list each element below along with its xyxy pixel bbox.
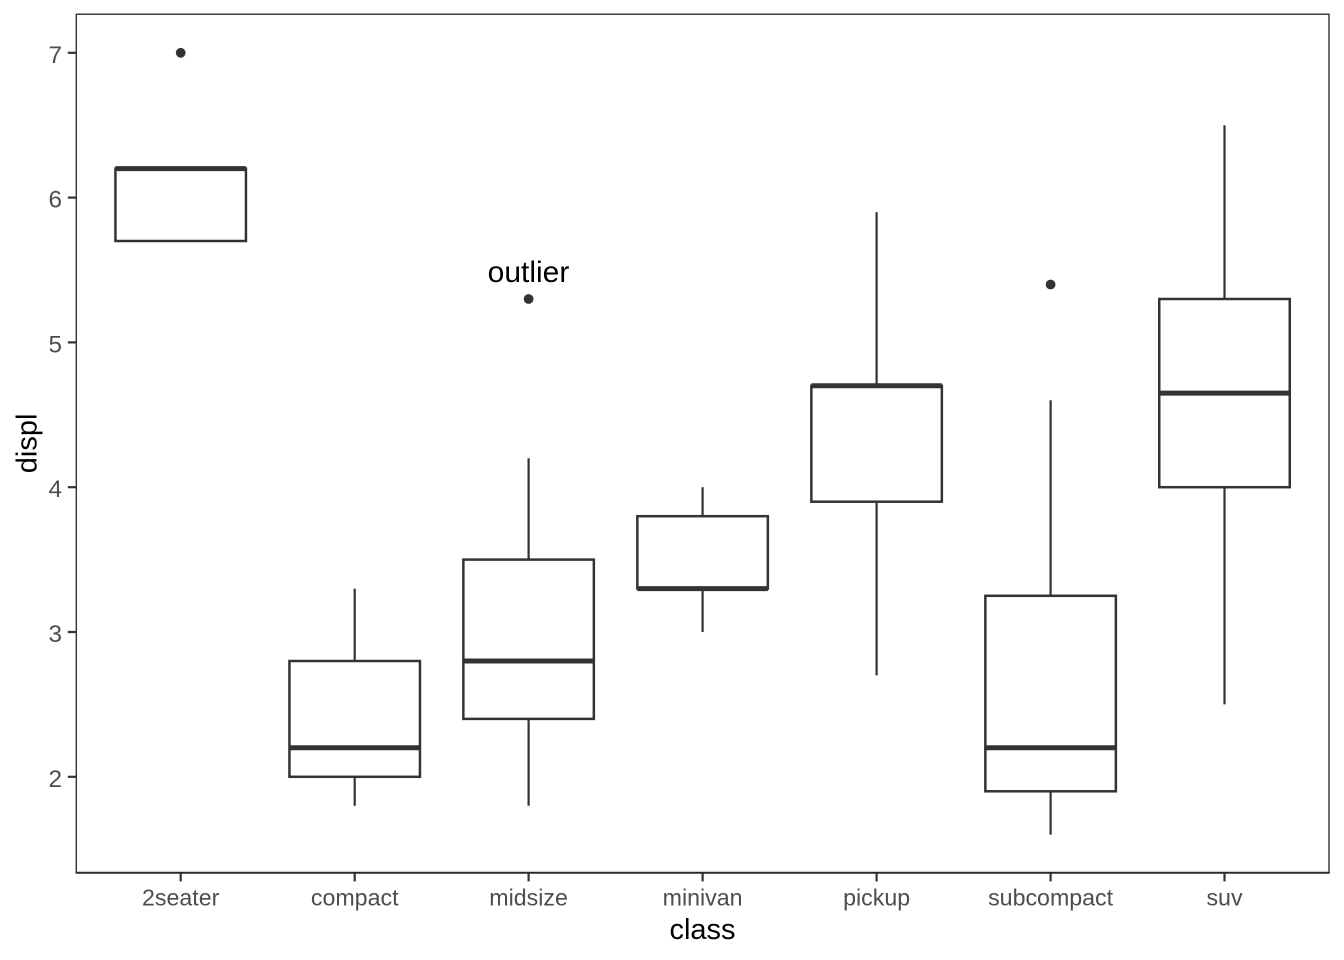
svg-text:minivan: minivan (663, 885, 743, 911)
svg-text:compact: compact (311, 885, 399, 911)
svg-text:3: 3 (48, 621, 62, 648)
svg-text:suv: suv (1206, 885, 1242, 911)
svg-text:2seater: 2seater (142, 885, 220, 911)
svg-text:displ: displ (12, 414, 44, 474)
svg-text:midsize: midsize (489, 885, 568, 911)
svg-text:pickup: pickup (843, 885, 910, 911)
svg-text:4: 4 (48, 476, 62, 503)
svg-text:5: 5 (48, 331, 62, 358)
svg-text:2: 2 (48, 766, 62, 793)
svg-text:7: 7 (48, 42, 62, 69)
svg-text:class: class (669, 914, 735, 946)
svg-text:outlier: outlier (488, 256, 570, 289)
svg-text:subcompact: subcompact (988, 885, 1114, 911)
svg-text:6: 6 (48, 187, 62, 214)
